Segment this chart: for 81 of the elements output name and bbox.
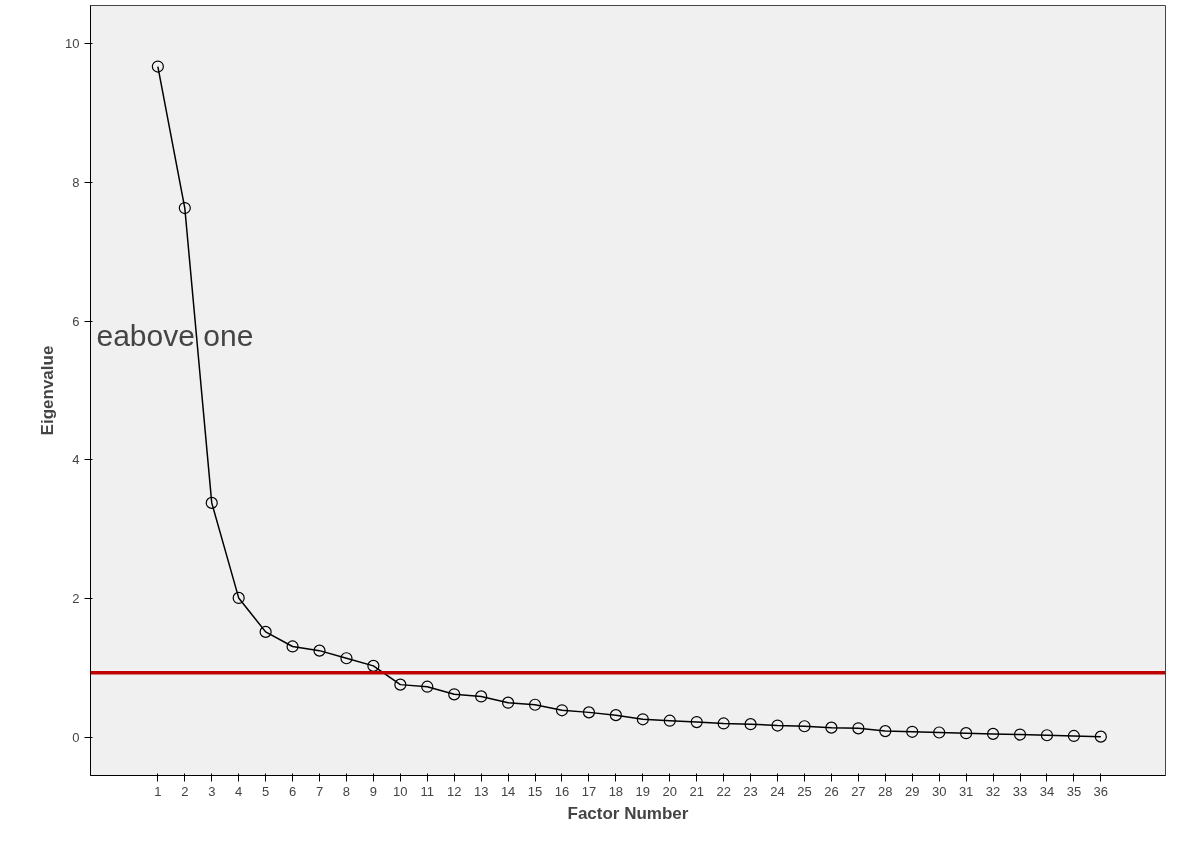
point: [286, 640, 299, 653]
x-tick-label: 33: [1012, 783, 1028, 799]
point: [879, 725, 892, 738]
x-tick-label: 22: [716, 783, 731, 799]
x-tick-label: 23: [743, 783, 758, 799]
x-tick-label: 1: [154, 783, 162, 799]
point: [609, 709, 622, 722]
y-tick-label: 8: [72, 174, 80, 190]
x-tick-label: 11: [420, 783, 435, 799]
point: [340, 652, 353, 665]
x-tick-label: 9: [369, 783, 378, 799]
x-tick-label: 28: [878, 783, 893, 799]
point: [690, 716, 703, 729]
point: [151, 60, 164, 73]
x-tick-label: 4: [235, 783, 243, 799]
point: [448, 688, 461, 701]
point: [636, 713, 649, 726]
x-tick-label: 2: [181, 783, 189, 799]
point: [1094, 730, 1107, 743]
y-axis-title: Eigenvalue: [38, 345, 58, 436]
point: [906, 725, 919, 738]
point: [502, 696, 515, 709]
point: [771, 719, 784, 732]
x-tick-label: 35: [1066, 783, 1082, 799]
x-tick-label: 10: [393, 783, 408, 799]
x-tick-label: 19: [635, 783, 651, 799]
x-tick-label: 8: [342, 783, 351, 799]
point: [582, 706, 596, 719]
x-tick-label: 36: [1093, 783, 1109, 799]
point: [1013, 728, 1027, 741]
point: [825, 721, 838, 734]
x-tick-label: 29: [905, 783, 920, 799]
x-tick-label: 27: [851, 783, 866, 799]
x-tick-label: 31: [958, 783, 974, 799]
point: [933, 726, 946, 739]
x-tick-label: 26: [824, 783, 839, 799]
x-tick-label: 15: [527, 783, 543, 799]
point: [717, 717, 730, 730]
x-tick-label: 7: [315, 783, 324, 799]
point: [475, 690, 488, 703]
x-axis-title: Factor Number: [567, 803, 689, 823]
x-tick-label: 24: [770, 783, 785, 799]
x-tick-label: 17: [581, 783, 597, 799]
x-tick-label: 13: [473, 783, 489, 799]
y-tick-label: 0: [72, 729, 80, 745]
x-tick-label: 14: [500, 783, 516, 799]
x-tick-label: 25: [797, 783, 812, 799]
point: [663, 714, 676, 727]
point: [1067, 729, 1080, 743]
point: [960, 727, 973, 740]
point: [798, 720, 811, 733]
y-tick-label: 6: [72, 313, 80, 329]
x-tick-label: 3: [208, 783, 216, 799]
x-tick-label: 32: [985, 783, 1001, 799]
annotation: eabove one: [96, 318, 254, 352]
point: [852, 722, 865, 735]
point: [421, 680, 434, 693]
point: [744, 718, 757, 731]
x-tick-label: 21: [689, 783, 704, 799]
x-tick-label: 34: [1039, 783, 1055, 799]
x-tick-label: 18: [608, 783, 624, 799]
point: [555, 704, 569, 717]
x-tick-label: 30: [931, 783, 947, 799]
x-tick-label: 20: [662, 783, 677, 799]
point: [367, 659, 380, 672]
point: [205, 496, 218, 509]
point: [232, 591, 245, 604]
point: [394, 678, 407, 691]
point: [178, 201, 191, 215]
x-tick-label: 16: [554, 783, 570, 799]
x-tick-label: 6: [288, 783, 297, 799]
point: [986, 727, 1000, 740]
point: [259, 625, 272, 638]
point: [313, 644, 326, 657]
y-tick-label: 4: [72, 452, 80, 468]
y-tick-label: 2: [72, 591, 80, 607]
point: [1040, 729, 1054, 742]
x-tick-label: 5: [262, 783, 270, 799]
point: [528, 698, 542, 711]
y-tick-label: 10: [65, 36, 80, 52]
x-tick-label: 12: [446, 783, 462, 799]
